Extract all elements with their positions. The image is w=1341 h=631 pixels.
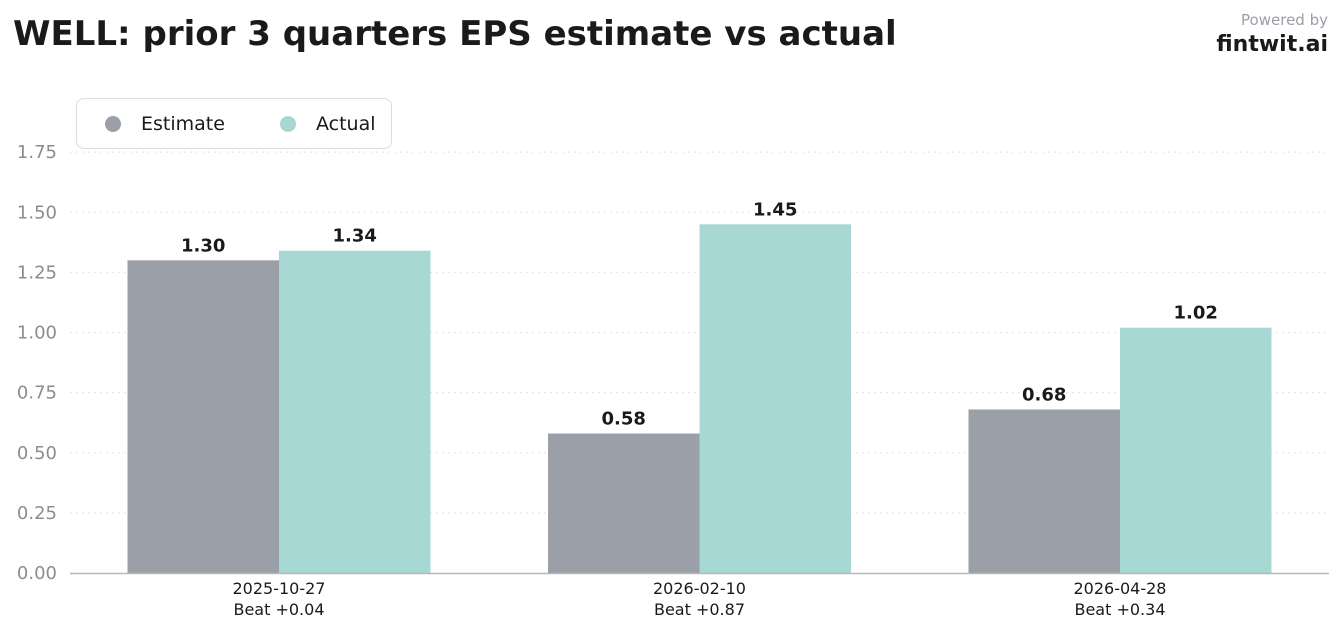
legend-label-estimate: Estimate xyxy=(141,112,225,135)
legend-item-estimate: Estimate xyxy=(105,99,225,148)
x-tick-note: Beat +0.34 xyxy=(1074,600,1165,619)
value-label-actual: 1.45 xyxy=(753,199,797,220)
value-label-actual: 1.34 xyxy=(333,226,377,247)
legend-swatch-actual xyxy=(280,115,296,132)
chart-title: WELL: prior 3 quarters EPS estimate vs a… xyxy=(13,14,897,54)
y-tick-label: 0.50 xyxy=(17,443,57,464)
x-tick-note: Beat +0.04 xyxy=(233,600,324,619)
value-label-estimate: 1.30 xyxy=(181,235,225,256)
legend-item-actual: Actual xyxy=(280,99,376,148)
y-tick-label: 0.00 xyxy=(17,563,57,584)
value-label-estimate: 0.68 xyxy=(1022,384,1066,405)
x-tick-label: 2026-04-28 xyxy=(1074,579,1167,598)
legend-swatch-estimate xyxy=(105,115,121,132)
y-tick-label: 1.50 xyxy=(17,202,57,223)
y-tick-label: 1.00 xyxy=(17,323,57,344)
bar-actual xyxy=(279,250,431,574)
bar-estimate xyxy=(548,433,700,573)
value-label-estimate: 0.58 xyxy=(602,409,646,430)
bar-estimate xyxy=(127,260,279,573)
bar-actual xyxy=(1120,327,1272,573)
brand-name: fintwit.ai xyxy=(1216,32,1328,57)
brand-block: Powered by fintwit.ai xyxy=(1216,10,1328,60)
x-tick-note: Beat +0.87 xyxy=(654,600,745,619)
value-label-actual: 1.02 xyxy=(1174,303,1218,324)
chart-legend: Estimate Actual xyxy=(76,98,392,149)
x-tick-label: 2025-10-27 xyxy=(233,579,326,598)
y-tick-label: 1.75 xyxy=(17,142,57,163)
y-tick-label: 0.75 xyxy=(17,383,57,404)
bar-estimate xyxy=(968,409,1120,573)
legend-label-actual: Actual xyxy=(316,112,376,135)
y-tick-label: 1.25 xyxy=(17,262,57,283)
x-tick-label: 2026-02-10 xyxy=(653,579,746,598)
y-tick-label: 0.25 xyxy=(17,503,57,524)
powered-by-label: Powered by xyxy=(1241,11,1328,29)
bar-actual xyxy=(699,224,851,573)
